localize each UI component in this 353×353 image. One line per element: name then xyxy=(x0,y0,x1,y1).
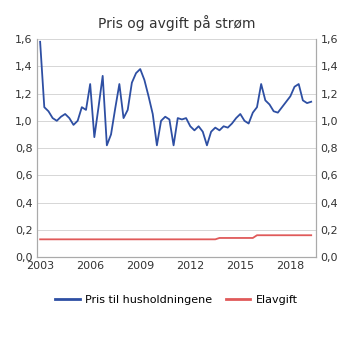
Title: Pris og avgift på strøm: Pris og avgift på strøm xyxy=(98,15,255,31)
Line: Pris til husholdningene: Pris til husholdningene xyxy=(40,42,311,145)
Elavgift xyxy=(38,237,42,241)
Elavgift xyxy=(59,237,63,241)
Pris til husholdningene xyxy=(38,40,42,44)
Pris til husholdningene xyxy=(159,119,163,123)
Pris til husholdningene xyxy=(255,105,259,109)
Elavgift xyxy=(251,236,255,240)
Pris til husholdningene xyxy=(309,100,313,104)
Elavgift xyxy=(309,233,313,237)
Elavgift xyxy=(292,233,297,237)
Line: Elavgift: Elavgift xyxy=(40,235,311,239)
Pris til husholdningene xyxy=(292,85,297,89)
Pris til husholdningene xyxy=(126,108,130,112)
Elavgift xyxy=(121,237,126,241)
Elavgift xyxy=(105,237,109,241)
Elavgift xyxy=(155,237,159,241)
Pris til husholdningene xyxy=(59,115,63,119)
Pris til husholdningene xyxy=(109,132,113,137)
Pris til husholdningene xyxy=(105,143,109,148)
Elavgift xyxy=(255,233,259,237)
Legend: Pris til husholdningene, Elavgift: Pris til husholdningene, Elavgift xyxy=(51,291,302,310)
